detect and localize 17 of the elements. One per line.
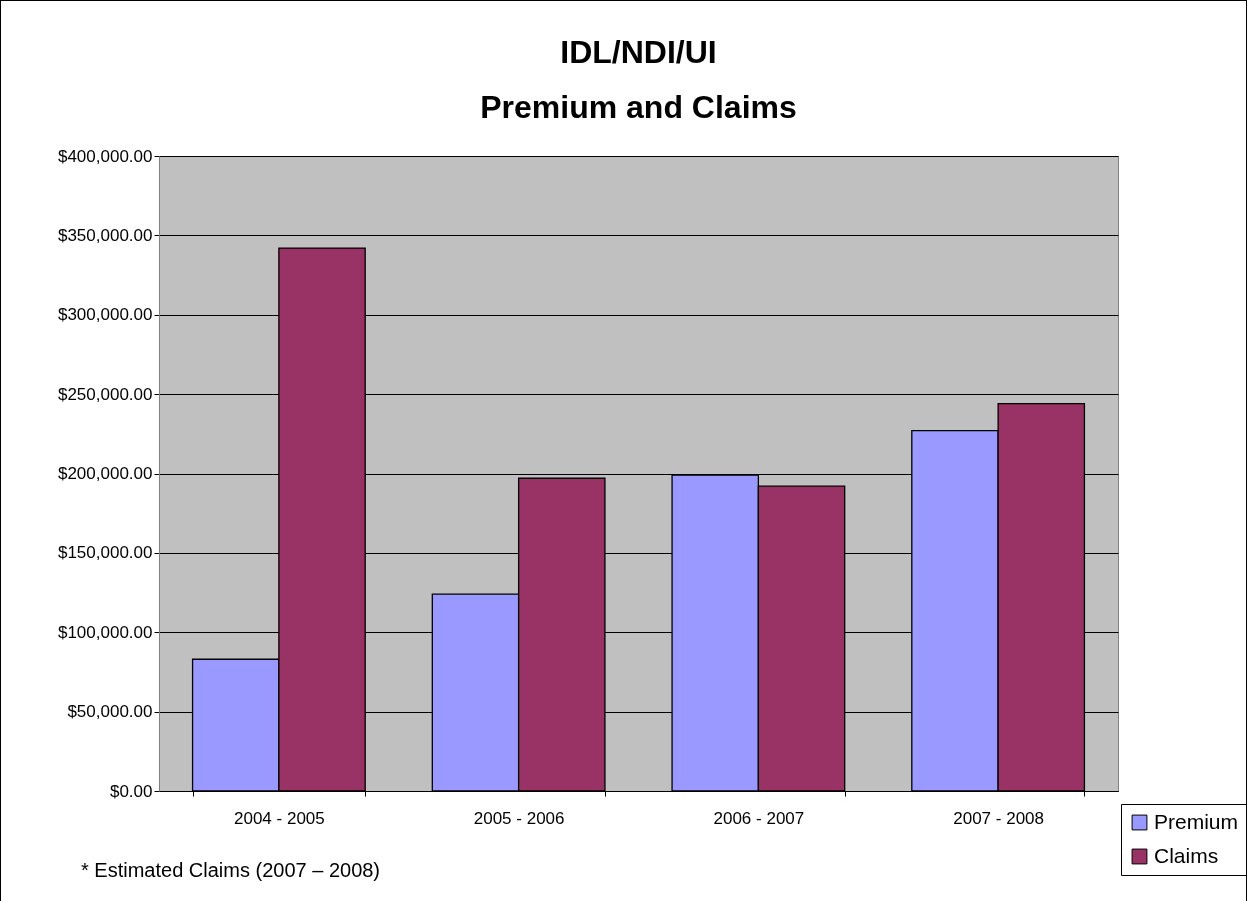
y-tick-label: $100,000.00	[57, 622, 153, 642]
x-tick-label: 2004 - 2005	[234, 808, 325, 828]
y-tick-label: $50,000.00	[67, 702, 153, 722]
text: * Estimated Claims (2007 – 2008)	[81, 859, 381, 882]
y-tick-label: $250,000.00	[57, 384, 153, 404]
chart-title: IDL/NDI/UI Premium and Claims	[480, 34, 797, 125]
y-tick-label: $0.00	[109, 781, 153, 801]
y-tick-label: $350,000.00	[57, 225, 153, 245]
y-tick-label: $150,000.00	[57, 543, 153, 563]
y-tick-label: $300,000.00	[57, 305, 153, 325]
y-tick-label: $200,000.00	[57, 464, 153, 483]
legend-label: Claims	[1154, 843, 1219, 867]
x-tick-label: 2005 - 2006	[473, 808, 565, 828]
y-tick-label: $400,000.00	[57, 146, 153, 166]
x-tick-label: 2007 - 2008	[953, 808, 1044, 828]
legend-label: Premium	[1154, 809, 1239, 833]
x-tick-label: 2006 - 2007	[713, 808, 805, 828]
